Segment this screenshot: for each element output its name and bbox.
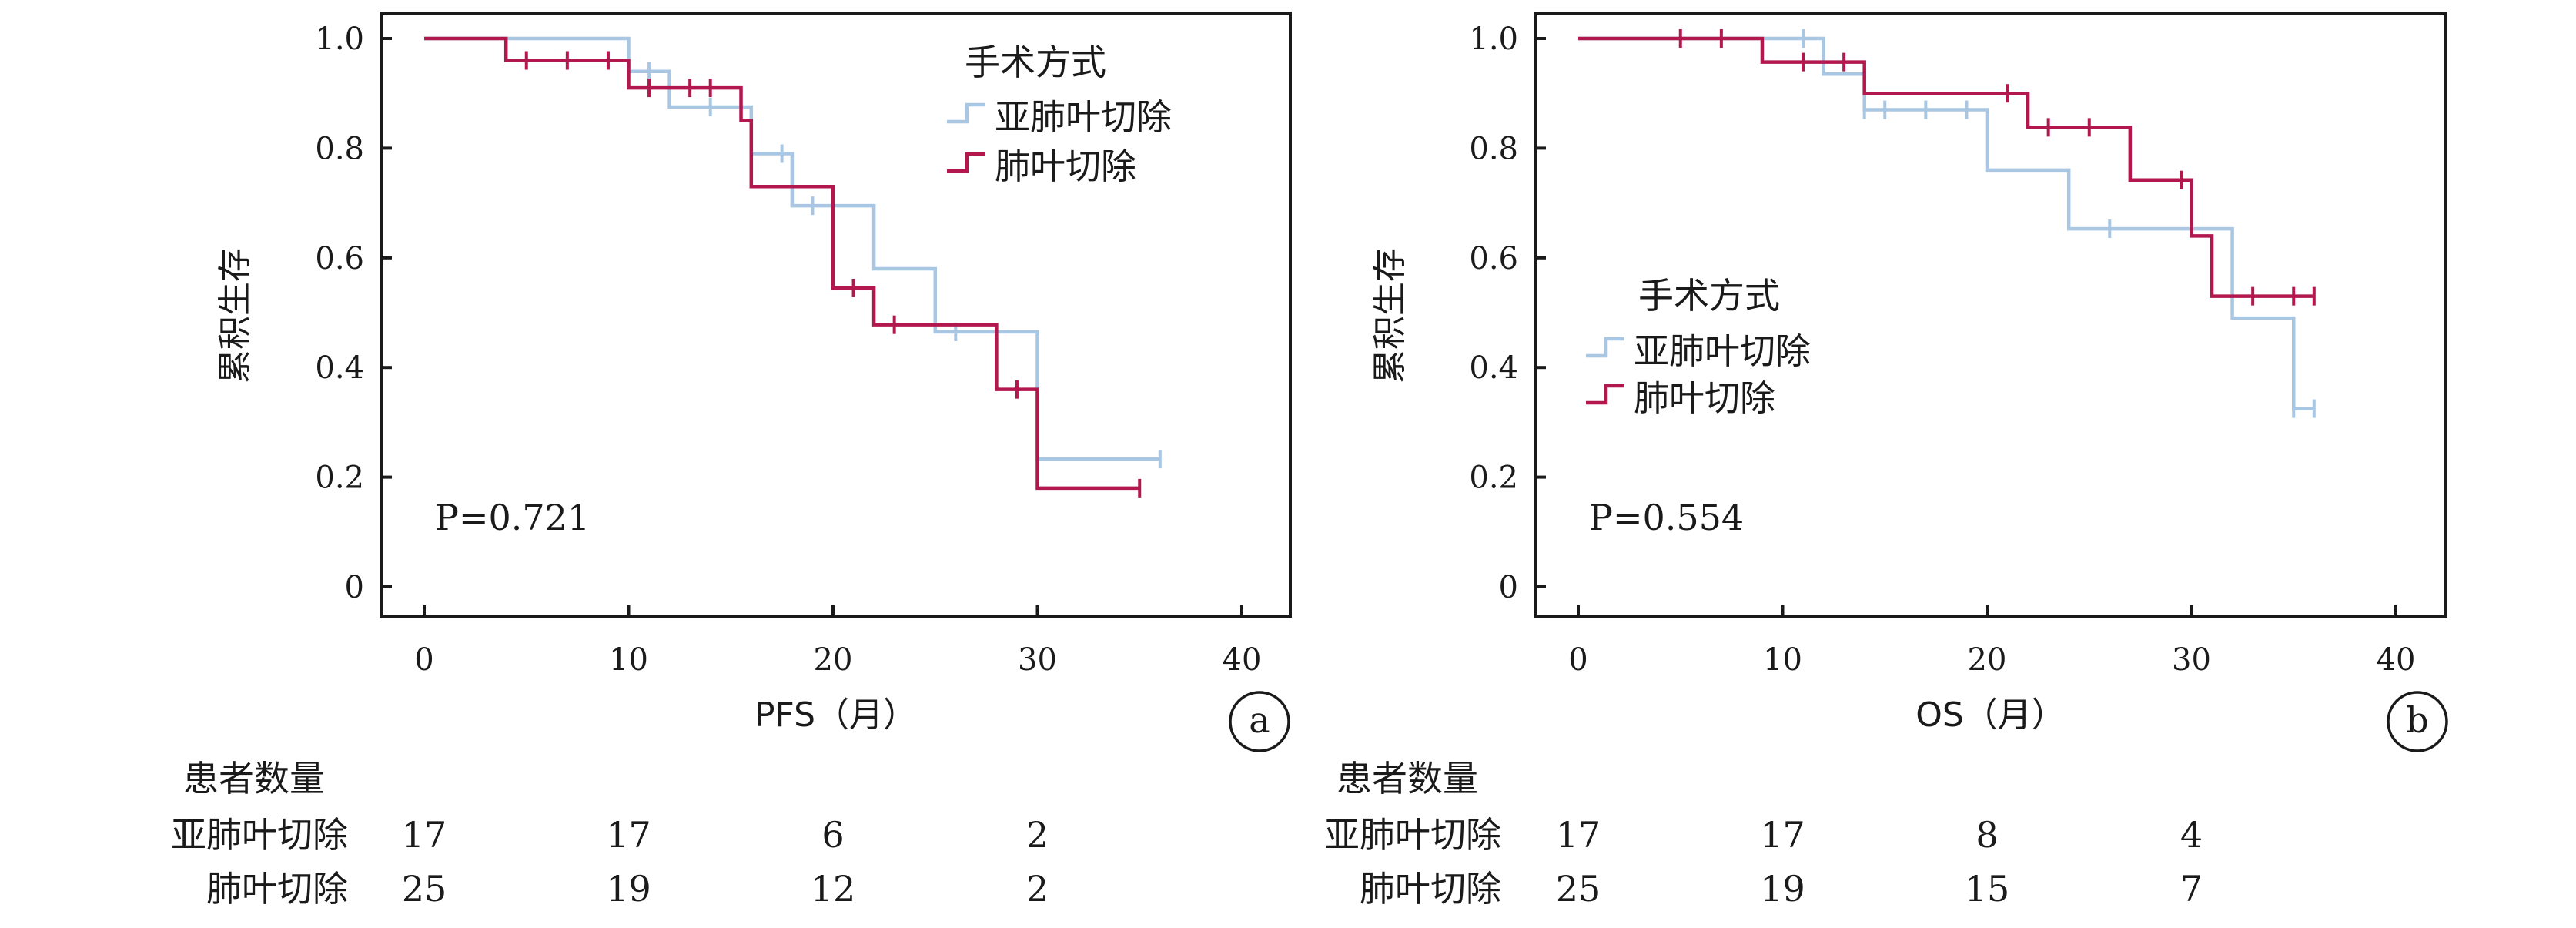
y-tick-label: 0 xyxy=(1499,570,1518,605)
x-tick-label: 30 xyxy=(2172,642,2211,678)
risk-value: 15 xyxy=(1965,868,2010,910)
risk-value: 7 xyxy=(2180,868,2203,910)
risk-row-label: 肺叶切除 xyxy=(1360,868,1501,910)
y-tick-label: 0.2 xyxy=(1469,461,1518,496)
panel-label-circle xyxy=(2387,691,2448,752)
risk-value: 17 xyxy=(402,814,447,856)
plot-frame xyxy=(380,12,1292,618)
risk-table-header: 患者数量 xyxy=(183,758,325,799)
legend-swatch xyxy=(1586,337,1624,358)
x-tick-label: 10 xyxy=(1763,642,1802,678)
y-tick-label: 0.8 xyxy=(1469,131,1518,166)
y-tick-label: 1.0 xyxy=(315,22,364,57)
legend-entry: 肺叶切除 xyxy=(1634,377,1775,419)
x-axis-label: PFS（月） xyxy=(754,695,917,735)
y-axis-label: 累积生存 xyxy=(1370,248,1410,384)
legend-entry: 亚肺叶切除 xyxy=(995,96,1172,138)
risk-table-header: 患者数量 xyxy=(1337,758,1478,799)
x-tick-label: 20 xyxy=(1968,642,2007,678)
risk-value: 12 xyxy=(811,868,856,910)
x-tick-label: 40 xyxy=(2377,642,2416,678)
legend-title: 手术方式 xyxy=(965,42,1106,83)
panel-label: b xyxy=(2406,699,2428,741)
x-tick-label: 40 xyxy=(1223,642,1262,678)
panel-a: 00.20.40.60.81.00 10 20 30 40PFS（月）累积生存亚肺叶切除… xyxy=(171,12,1292,910)
x-tick-label: 0 xyxy=(414,642,433,678)
risk-value: 17 xyxy=(606,814,651,856)
risk-row-label: 亚肺叶切除 xyxy=(1324,814,1501,856)
risk-value: 25 xyxy=(1556,868,1601,910)
x-tick-label: 20 xyxy=(814,642,853,678)
series-line xyxy=(1578,36,2314,410)
risk-value: 8 xyxy=(1975,814,1998,856)
risk-value: 2 xyxy=(1026,814,1049,856)
legend-title: 手术方式 xyxy=(1638,275,1780,317)
risk-row-label: 肺叶切除 xyxy=(206,868,348,910)
y-tick-label: 0.4 xyxy=(315,350,364,386)
panel-label-circle xyxy=(1229,691,1290,752)
y-tick-label: 0.8 xyxy=(315,131,364,166)
series-line xyxy=(1578,36,2314,298)
x-tick-label: 0 xyxy=(1568,642,1587,678)
legend-swatch xyxy=(947,152,985,173)
x-axis-label: OS（月） xyxy=(1915,695,2066,735)
x-tick-label: 30 xyxy=(1018,642,1057,678)
risk-value: 4 xyxy=(2180,814,2203,856)
y-tick-label: 0 xyxy=(345,570,364,605)
risk-row-label: 亚肺叶切除 xyxy=(171,814,348,856)
risk-value: 19 xyxy=(1760,868,1805,910)
risk-value: 2 xyxy=(1026,868,1049,910)
x-tick-label: 10 xyxy=(609,642,648,678)
risk-value: 19 xyxy=(606,868,651,910)
legend-swatch xyxy=(947,102,985,124)
risk-value: 17 xyxy=(1760,814,1805,856)
legend-entry: 肺叶切除 xyxy=(995,146,1136,187)
risk-value: 25 xyxy=(402,868,447,910)
risk-value: 6 xyxy=(821,814,844,856)
legend-swatch xyxy=(1586,384,1624,405)
p-value-annotation: P=0.554 xyxy=(1589,497,1744,538)
plot-frame xyxy=(1534,12,2447,618)
y-tick-label: 0.4 xyxy=(1469,350,1518,386)
y-axis-label: 累积生存 xyxy=(216,248,255,384)
risk-value: 17 xyxy=(1556,814,1601,856)
y-tick-label: 0.6 xyxy=(315,241,364,276)
y-tick-label: 1.0 xyxy=(1469,22,1518,57)
y-tick-label: 0.6 xyxy=(1469,241,1518,276)
p-value-annotation: P=0.721 xyxy=(435,497,590,538)
panel-label: a xyxy=(1249,699,1270,741)
y-tick-label: 0.2 xyxy=(315,461,364,496)
legend-entry: 亚肺叶切除 xyxy=(1634,330,1811,372)
